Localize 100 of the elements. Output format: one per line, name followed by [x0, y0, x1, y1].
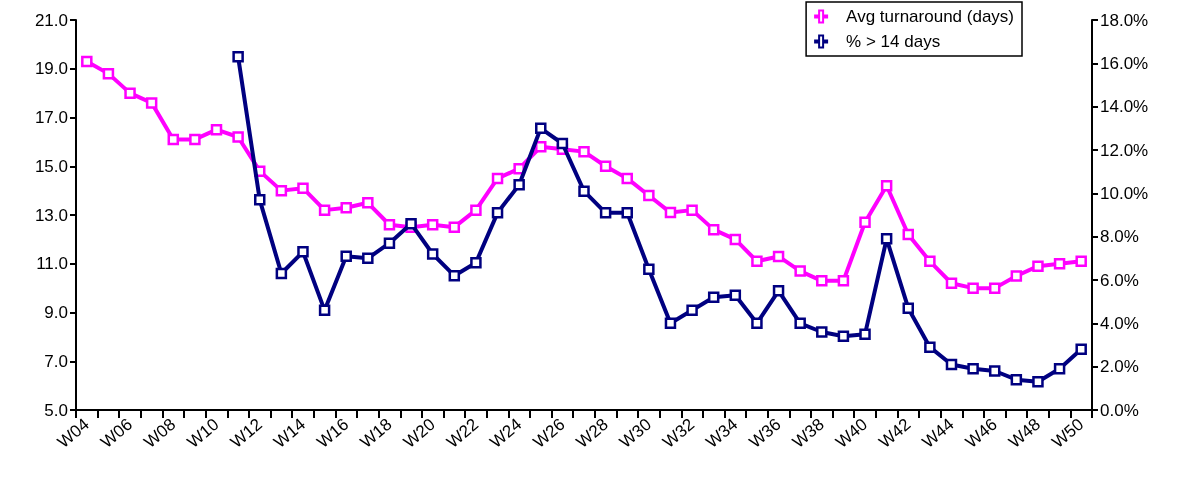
- point: [988, 365, 1001, 377]
- point: [275, 267, 288, 280]
- point: [945, 277, 958, 289]
- point: [1032, 376, 1044, 388]
- point: [167, 133, 180, 146]
- x-tick-label: W18: [356, 414, 396, 452]
- point: [145, 97, 158, 109]
- point: [426, 219, 439, 231]
- point: [686, 304, 698, 317]
- y2-tick-label: 12.0%: [1100, 140, 1149, 160]
- y-tick-label: 15.0: [34, 156, 68, 176]
- point: [405, 217, 417, 230]
- point: [859, 216, 871, 229]
- point: [664, 317, 677, 330]
- point: [297, 182, 309, 194]
- point: [448, 269, 461, 282]
- point: [967, 363, 979, 375]
- x-tick-label: W22: [443, 414, 483, 452]
- x-tick-label: W12: [226, 414, 266, 452]
- point: [578, 185, 590, 197]
- x-tick-label: W42: [875, 414, 915, 452]
- point: [448, 221, 461, 233]
- y-tick-label: 13.0: [34, 205, 68, 225]
- y-tick-label: 11.0: [36, 254, 68, 274]
- point: [924, 255, 936, 268]
- x-tick-label: W20: [399, 414, 439, 452]
- y2-tick-label: 18.0%: [1100, 10, 1149, 30]
- point: [902, 228, 915, 241]
- y2-tick-label: 16.0%: [1100, 53, 1149, 73]
- point: [362, 252, 374, 265]
- point: [556, 137, 569, 150]
- x-tick-label: W50: [1048, 414, 1088, 452]
- point: [794, 317, 806, 330]
- point: [837, 275, 850, 287]
- point: [513, 178, 525, 191]
- y-tick-label: 5.0: [44, 400, 68, 420]
- point: [102, 67, 115, 80]
- x-tick-label: W36: [745, 414, 785, 452]
- x-tick-label: W10: [183, 414, 223, 452]
- x-tick-label: W46: [961, 414, 1001, 452]
- y2-tick-label: 14.0%: [1100, 97, 1149, 117]
- point: [1075, 255, 1087, 268]
- y2-tick-label: 2.0%: [1100, 357, 1139, 377]
- point: [621, 172, 633, 185]
- point: [729, 289, 742, 301]
- x-tick-label: W40: [832, 414, 872, 452]
- y-tick-label: 7.0: [44, 351, 68, 371]
- point: [967, 282, 979, 294]
- x-tick-label: W28: [572, 414, 612, 452]
- point: [318, 204, 331, 216]
- point: [1010, 373, 1023, 386]
- point: [751, 317, 763, 330]
- point: [816, 326, 828, 338]
- point: [189, 133, 201, 146]
- point: [426, 248, 439, 260]
- point: [686, 204, 698, 216]
- point: [945, 358, 958, 371]
- point: [275, 184, 288, 197]
- point: [491, 172, 504, 185]
- point: [340, 250, 352, 262]
- point: [599, 160, 612, 172]
- x-tick-label: W32: [659, 414, 699, 452]
- y2-tick-label: 10.0%: [1100, 183, 1149, 203]
- point: [535, 141, 547, 153]
- point: [297, 246, 309, 258]
- x-tick-label: W08: [140, 414, 180, 452]
- point: [794, 265, 806, 277]
- point: [664, 206, 677, 219]
- point: [1053, 258, 1066, 270]
- point: [816, 275, 828, 287]
- point: [362, 197, 374, 209]
- x-tick-label: W26: [529, 414, 569, 452]
- point: [902, 302, 915, 314]
- point: [470, 256, 482, 269]
- point: [643, 263, 655, 275]
- y-tick-label: 21.0: [34, 10, 68, 30]
- point: [318, 304, 331, 317]
- point: [1010, 270, 1023, 282]
- point: [232, 131, 244, 143]
- point: [707, 291, 720, 304]
- point: [210, 123, 223, 136]
- y-tick-label: 17.0: [34, 108, 68, 127]
- y-tick-label: 9.0: [44, 303, 68, 322]
- point: [578, 145, 590, 158]
- point: [383, 237, 396, 249]
- y2-tick-label: 0.0%: [1100, 400, 1139, 420]
- point: [621, 207, 633, 219]
- point: [340, 201, 352, 214]
- y2-tick-label: 6.0%: [1100, 270, 1139, 290]
- x-tick-label: W38: [788, 414, 828, 452]
- point: [772, 285, 785, 297]
- point: [491, 207, 504, 219]
- point: [599, 207, 612, 219]
- x-tick-label: W48: [1005, 414, 1045, 452]
- point: [707, 223, 720, 236]
- x-tick-label: W30: [615, 414, 655, 452]
- point: [1032, 260, 1044, 272]
- legend-label: % > 14 days: [846, 32, 941, 51]
- legend-label: Avg turnaround (days): [846, 7, 1015, 26]
- point: [1053, 363, 1066, 375]
